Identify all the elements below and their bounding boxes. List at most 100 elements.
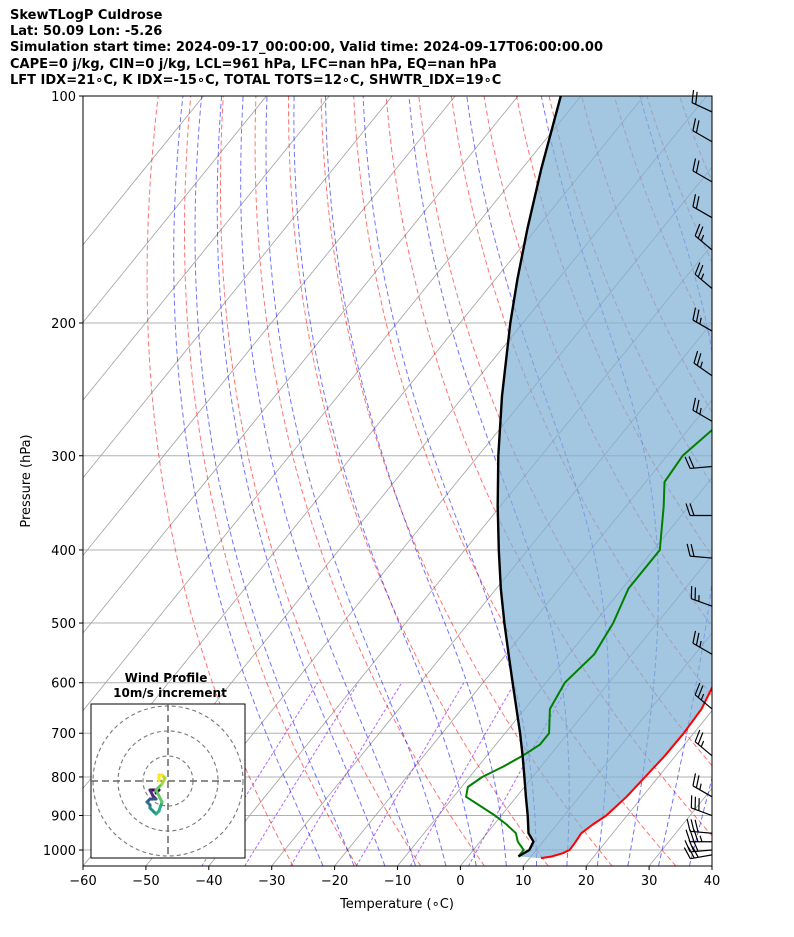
- isotherm-line: [585, 710, 712, 866]
- y-tick-label: 900: [51, 810, 76, 825]
- barb-half-flag: [699, 361, 703, 368]
- y-tick-label: 500: [51, 617, 76, 632]
- x-tick-label: 10: [515, 874, 532, 889]
- hodograph-trace-segment: [157, 800, 164, 813]
- moist-adiabat-line: [265, 96, 447, 866]
- hodograph-trace-segment: [154, 788, 164, 804]
- isotherm-line: [83, 96, 456, 557]
- barb-flag: [684, 840, 691, 853]
- chart-header: SkewTLogP Culdrose Lat: 50.09 Lon: -5.26…: [10, 8, 603, 89]
- dry-adiabat-line: [254, 96, 485, 866]
- cin-area: [497, 96, 712, 859]
- barb-flag: [689, 503, 695, 516]
- wind-barb: [693, 350, 713, 377]
- barb-flag: [690, 819, 695, 832]
- moist-adiabat-line: [240, 96, 416, 866]
- wind-barb: [692, 118, 713, 143]
- barb-half-flag: [700, 740, 705, 748]
- wind-barb: [694, 682, 713, 710]
- x-tick-label: −40: [195, 874, 222, 889]
- mixing-ratio-line: [201, 682, 319, 866]
- barb-flag: [697, 685, 704, 698]
- dry-adiabat-line: [777, 96, 794, 866]
- y-axis-label: Pressure (hPa): [19, 434, 34, 527]
- time-line: Simulation start time: 2024-09-17_00:00:…: [10, 40, 603, 56]
- y-tick-label: 200: [51, 317, 76, 332]
- dry-adiabat-line: [745, 96, 794, 866]
- barb-flag: [685, 503, 691, 516]
- wind-barb: [686, 818, 713, 834]
- barb-flag: [684, 456, 691, 469]
- dewpoint-line: [465, 428, 712, 858]
- barb-flag: [686, 818, 691, 832]
- wind-barb: [692, 307, 713, 332]
- x-tick-label: 0: [456, 874, 464, 889]
- barb-half-flag: [699, 407, 702, 415]
- y-tick-label: 100: [51, 90, 76, 105]
- wind-barb: [692, 194, 713, 219]
- barb-flag: [694, 682, 701, 696]
- barb-flag: [697, 226, 704, 239]
- isotherm-line: [711, 865, 712, 866]
- barb-flag: [694, 262, 701, 275]
- mixing-ratio-line: [409, 682, 516, 866]
- barb-half-flag: [699, 317, 702, 325]
- barb-flag: [688, 456, 695, 469]
- barb-half-flag: [699, 783, 702, 790]
- barb-flag: [683, 847, 691, 860]
- barb-half-flag: [700, 234, 705, 242]
- barb-flag: [697, 264, 704, 278]
- isotherm-line: [83, 96, 519, 634]
- barb-flag: [695, 632, 700, 646]
- y-tick-label: 700: [51, 727, 76, 742]
- x-tick-label: −50: [132, 874, 159, 889]
- moist-adiabat-line: [173, 96, 324, 866]
- barb-flag: [693, 350, 699, 364]
- dry-adiabat-line: [146, 96, 294, 866]
- barb-flag: [694, 223, 701, 236]
- x-tick-label: 30: [641, 874, 658, 889]
- y-tick-label: 600: [51, 677, 76, 692]
- barb-flag: [695, 196, 700, 209]
- wind-barb: [692, 773, 713, 798]
- hodograph-inset: Wind Profile 10m/s increment: [90, 671, 246, 859]
- barb-flag: [692, 158, 697, 172]
- barb-half-flag: [699, 640, 702, 648]
- wind-barb: [692, 397, 713, 422]
- barb-flag: [691, 90, 695, 103]
- moist-adiabat-line: [720, 96, 794, 866]
- barb-flag: [688, 839, 695, 852]
- temperature-line: [540, 685, 712, 860]
- wind-barb: [694, 223, 713, 251]
- wind-barbs: [683, 90, 713, 860]
- y-tick-label: 400: [51, 544, 76, 559]
- barb-shaft: [694, 741, 713, 757]
- wind-barb: [692, 158, 713, 183]
- moist-adiabat-line: [293, 96, 477, 866]
- cin-shading: [497, 96, 712, 859]
- wind-barb: [690, 586, 713, 607]
- wind-barb: [694, 262, 713, 289]
- x-tick-label: −60: [69, 874, 96, 889]
- isotherm-line: [83, 96, 393, 479]
- barb-flag: [694, 819, 699, 833]
- barb-shaft: [691, 807, 713, 817]
- dry-adiabat-line: [184, 96, 358, 866]
- wind-barb: [684, 456, 713, 470]
- wind-barb: [686, 543, 713, 559]
- barb-flag: [695, 120, 700, 133]
- barb-flag: [692, 773, 697, 786]
- barb-flag: [686, 543, 691, 557]
- wind-barb: [685, 503, 712, 517]
- chart-title: SkewTLogP Culdrose: [10, 8, 163, 23]
- cape-line: CAPE=0 j/kg, CIN=0 j/kg, LCL=961 hPa, LF…: [10, 56, 497, 72]
- x-tick-label: −20: [321, 874, 348, 889]
- x-tick-label: 40: [704, 874, 721, 889]
- barb-half-flag: [700, 273, 705, 280]
- barb-shaft: [690, 830, 713, 834]
- barb-flag: [692, 307, 697, 321]
- isotherm-line: [83, 96, 330, 401]
- axis-ticks: −60 −50 −40 −30 −20 −10 0 10 20 30 40 1000 900 800 700…: [43, 90, 720, 889]
- barb-flag: [695, 160, 700, 174]
- barb-flag: [692, 630, 697, 644]
